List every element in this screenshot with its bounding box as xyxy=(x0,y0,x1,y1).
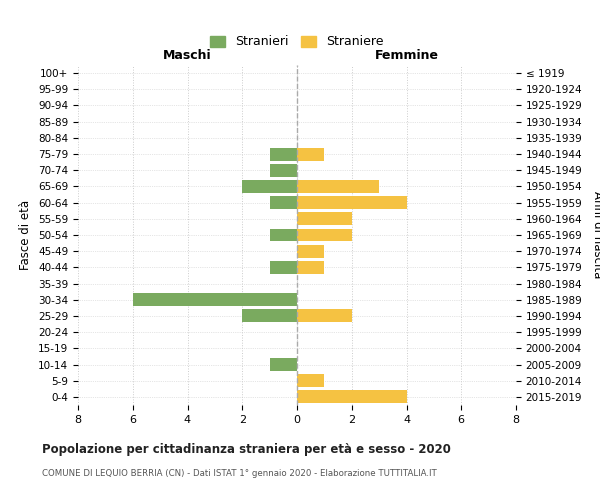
Bar xyxy=(297,196,407,209)
Bar xyxy=(297,148,325,160)
Bar xyxy=(269,261,297,274)
Text: Femmine: Femmine xyxy=(374,49,439,62)
Bar xyxy=(297,261,325,274)
Bar xyxy=(297,212,352,226)
Text: Maschi: Maschi xyxy=(163,49,212,62)
Y-axis label: Anni di nascita: Anni di nascita xyxy=(591,192,600,278)
Bar xyxy=(269,358,297,371)
Bar xyxy=(297,180,379,193)
Bar xyxy=(269,228,297,241)
Text: Popolazione per cittadinanza straniera per età e sesso - 2020: Popolazione per cittadinanza straniera p… xyxy=(42,442,451,456)
Text: COMUNE DI LEQUIO BERRIA (CN) - Dati ISTAT 1° gennaio 2020 - Elaborazione TUTTITA: COMUNE DI LEQUIO BERRIA (CN) - Dati ISTA… xyxy=(42,468,437,477)
Y-axis label: Fasce di età: Fasce di età xyxy=(19,200,32,270)
Bar xyxy=(297,244,325,258)
Bar xyxy=(133,294,297,306)
Bar xyxy=(297,390,407,404)
Legend: Stranieri, Straniere: Stranieri, Straniere xyxy=(205,30,389,54)
Bar xyxy=(242,310,297,322)
Bar xyxy=(297,310,352,322)
Bar xyxy=(297,228,352,241)
Bar xyxy=(269,148,297,160)
Bar xyxy=(297,374,325,387)
Bar xyxy=(269,164,297,176)
Bar xyxy=(242,180,297,193)
Bar xyxy=(269,196,297,209)
